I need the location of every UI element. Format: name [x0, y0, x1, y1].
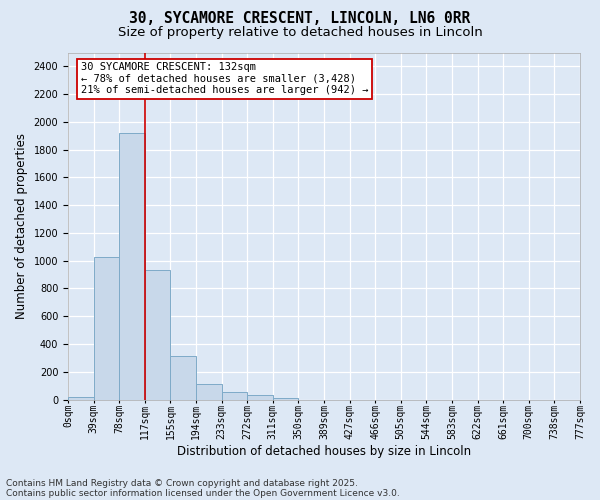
Bar	[247, 396, 273, 400]
Bar	[68, 397, 94, 400]
Y-axis label: Number of detached properties: Number of detached properties	[15, 133, 28, 319]
Bar	[221, 392, 247, 400]
Text: Contains HM Land Registry data © Crown copyright and database right 2025.
Contai: Contains HM Land Registry data © Crown c…	[6, 479, 400, 498]
Bar	[273, 398, 298, 400]
Bar	[119, 133, 145, 400]
Text: 30, SYCAMORE CRESCENT, LINCOLN, LN6 0RR: 30, SYCAMORE CRESCENT, LINCOLN, LN6 0RR	[130, 11, 470, 26]
Text: 30 SYCAMORE CRESCENT: 132sqm
← 78% of detached houses are smaller (3,428)
21% of: 30 SYCAMORE CRESCENT: 132sqm ← 78% of de…	[81, 62, 368, 96]
Text: Size of property relative to detached houses in Lincoln: Size of property relative to detached ho…	[118, 26, 482, 39]
Bar	[145, 270, 170, 400]
Bar	[170, 356, 196, 400]
X-axis label: Distribution of detached houses by size in Lincoln: Distribution of detached houses by size …	[177, 444, 471, 458]
Bar	[196, 384, 221, 400]
Bar	[94, 256, 119, 400]
